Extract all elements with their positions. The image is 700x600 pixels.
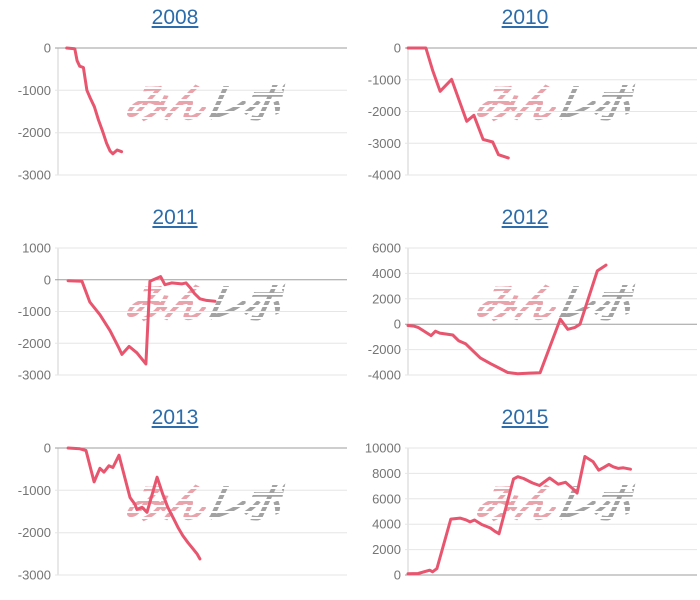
chart-year-link-2015[interactable]: 2015	[501, 406, 549, 429]
chart-grid-layer: 6000 4000 2000 0 -2000 -4000	[368, 241, 697, 383]
chart-cell-2012: 2012 6000 4000 2000 0 -2000 -4000 みんレポ	[350, 200, 700, 400]
y-tick-label: -3000	[18, 168, 51, 183]
y-tick-label: 2000	[372, 542, 401, 557]
y-tick-label: -2000	[18, 336, 51, 351]
y-tick-label: 6000	[372, 241, 401, 256]
chart-line-layer	[406, 455, 632, 576]
chart-year-link-2013[interactable]: 2013	[151, 406, 199, 429]
chart-line-layer	[65, 46, 124, 156]
chart-plot-area: 1000 0 -1000 -2000 -3000 みんレポ	[0, 200, 350, 400]
chart-title-row: 2015	[350, 406, 700, 430]
y-tick-label: -2000	[368, 104, 401, 119]
y-tick-label: -1000	[18, 483, 51, 498]
chart-cell-2013: 2013 0 -1000 -2000 -3000 みんレポ	[0, 400, 350, 600]
y-tick-label: 0	[394, 568, 401, 583]
chart-title-row: 2011	[0, 206, 350, 230]
chart-plot-area: 0 -1000 -2000 -3000 みんレポ	[0, 0, 350, 200]
chart-cell-2010: 2010 0 -1000 -2000 -3000 -4000 みんレポ	[350, 0, 700, 200]
chart-grid-layer: 10000 8000 6000 4000 2000 0	[365, 441, 697, 583]
series-line	[406, 46, 510, 160]
chart-cell-2011: 2011 1000 0 -1000 -2000 -3000 みんレポ	[0, 200, 350, 400]
y-tick-label: 1000	[22, 241, 51, 256]
y-tick-label: 0	[44, 272, 51, 287]
chart-plot-area: 0 -1000 -2000 -3000 みんレポ	[0, 400, 350, 600]
chart-line-layer	[406, 46, 510, 160]
y-tick-label: -1000	[18, 304, 51, 319]
y-tick-label: 0	[44, 41, 51, 56]
chart-cell-2008: 2008 0 -1000 -2000 -3000 みんレポ	[0, 0, 350, 200]
chart-title-row: 2008	[0, 6, 350, 30]
y-tick-label: 10000	[365, 441, 401, 456]
chart-line-layer	[66, 446, 202, 561]
series-line	[66, 275, 217, 366]
y-tick-label: -2000	[18, 525, 51, 540]
y-tick-label: 4000	[372, 266, 401, 281]
chart-grid-layer: 0 -1000 -2000 -3000 -4000	[368, 41, 697, 183]
y-tick-label: -3000	[18, 568, 51, 583]
y-tick-label: 0	[44, 441, 51, 456]
chart-year-link-2011[interactable]: 2011	[152, 206, 198, 229]
chart-cell-2015: 2015 10000 8000 6000 4000 2000 0 みんレポ	[350, 400, 700, 600]
y-tick-label: 0	[394, 317, 401, 332]
series-line	[406, 263, 608, 376]
chart-grid-layer: 1000 0 -1000 -2000 -3000	[18, 241, 347, 383]
y-tick-label: -4000	[368, 368, 401, 383]
y-tick-label: 8000	[372, 466, 401, 481]
y-tick-label: -1000	[368, 72, 401, 87]
chart-year-link-2012[interactable]: 2012	[501, 206, 549, 229]
y-tick-label: 6000	[372, 491, 401, 506]
chart-grid-layer: 0 -1000 -2000 -3000	[18, 441, 347, 583]
series-line	[65, 46, 124, 156]
series-line	[66, 446, 202, 561]
y-tick-label: 0	[394, 41, 401, 56]
chart-title-row: 2012	[350, 206, 700, 230]
y-tick-label: 2000	[372, 291, 401, 306]
chart-year-link-2008[interactable]: 2008	[151, 6, 199, 29]
chart-plot-area: 0 -1000 -2000 -3000 -4000 みんレポ	[350, 0, 700, 200]
chart-line-layer	[406, 263, 608, 376]
y-tick-label: -3000	[18, 368, 51, 383]
chart-plot-area: 6000 4000 2000 0 -2000 -4000 みんレポ	[350, 200, 700, 400]
y-tick-label: -4000	[368, 168, 401, 183]
y-tick-label: -1000	[18, 83, 51, 98]
chart-line-layer	[66, 275, 217, 366]
series-line	[406, 455, 632, 576]
y-tick-label: -3000	[368, 136, 401, 151]
y-tick-label: -2000	[368, 342, 401, 357]
chart-title-row: 2013	[0, 406, 350, 430]
chart-plot-area: 10000 8000 6000 4000 2000 0 みんレポ	[350, 400, 700, 600]
y-tick-label: 4000	[372, 517, 401, 532]
chart-year-link-2010[interactable]: 2010	[501, 6, 549, 29]
chart-title-row: 2010	[350, 6, 700, 30]
y-tick-label: -2000	[18, 125, 51, 140]
